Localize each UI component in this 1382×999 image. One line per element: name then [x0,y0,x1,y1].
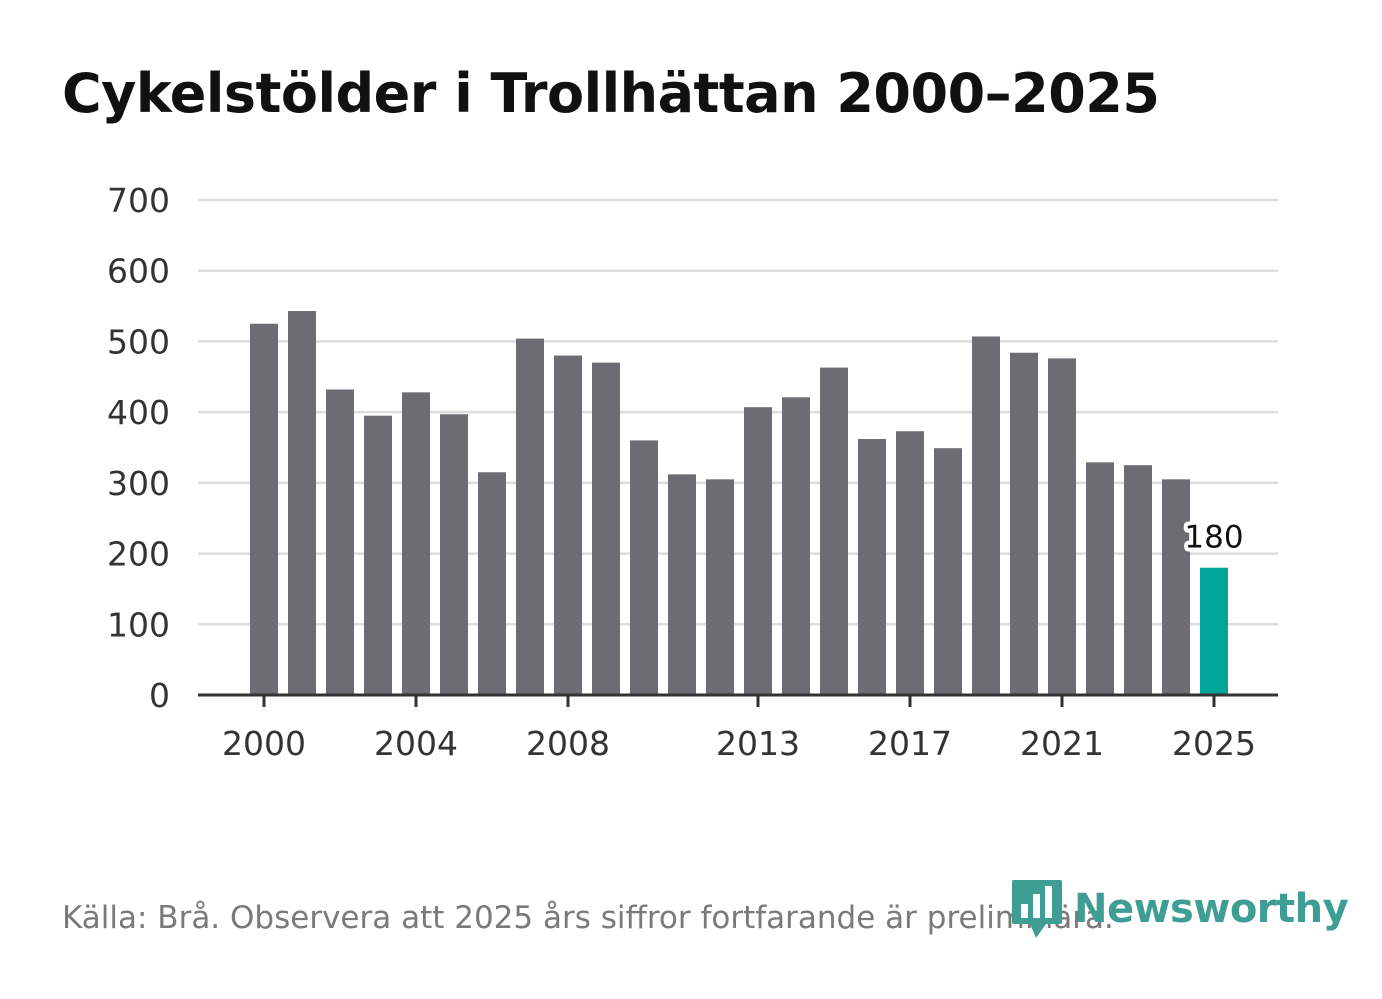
y-tick-label: 400 [107,393,170,432]
x-tick-label: 2008 [526,724,610,763]
y-tick-label: 200 [107,535,170,574]
chart-title: Cykelstölder i Trollhättan 2000–2025 [62,62,1160,125]
bar-2021 [1048,358,1076,695]
bar-2004 [402,392,430,695]
source-note: Källa: Brå. Observera att 2025 års siffr… [62,900,1114,936]
y-tick-label: 500 [107,322,170,361]
x-tick-label: 2017 [868,724,952,763]
y-tick-label: 0 [149,676,170,715]
x-tick-label: 2004 [374,724,458,763]
bar-2007 [516,338,544,695]
annotation-halo: 180 [1184,520,1243,556]
bar-2025 [1200,567,1228,695]
bar-2018 [934,448,962,695]
bar-2002 [326,389,354,695]
bar-chart: 0 100 200 300 400 500 600 700 2000 2004 2008 2013 20… [107,181,1278,763]
labels: 0 100 200 300 400 500 600 700 2000 2004 2008 2013 20… [107,181,1256,763]
bar-2019 [972,336,1000,695]
newsworthy-brand[interactable]: Newsworthy [1010,878,1349,940]
bar-2023 [1124,465,1152,695]
x-tick-label: 2021 [1020,724,1104,763]
bar-2000 [250,323,278,695]
x-tick-label: 2000 [222,724,306,763]
bar-2008 [554,355,582,695]
y-tick-label: 100 [107,605,170,644]
bar-2009 [592,362,620,695]
y-tick-label: 300 [107,464,170,503]
bar-2022 [1086,462,1114,695]
bar-2013 [744,407,772,695]
bar-2006 [478,472,506,695]
data-label-2025: 180 [1184,520,1243,556]
bar-2024 [1162,479,1190,695]
x-tick-label: 2013 [716,724,800,763]
gridlines [198,198,1278,626]
bar-2001 [288,311,316,695]
axes [198,693,1278,707]
y-tick-label: 600 [107,252,170,291]
bar-2020 [1010,352,1038,695]
bar-2003 [364,415,392,695]
bar-2015 [820,367,848,695]
bar-2012 [706,479,734,695]
bar-2005 [440,414,468,695]
bar-2010 [630,440,658,695]
bar-2016 [858,439,886,695]
bars [250,311,1228,695]
bar-2011 [668,474,696,695]
brand-name: Newsworthy [1074,886,1349,932]
bar-2014 [782,397,810,695]
bar-2017 [896,431,924,695]
y-tick-label: 700 [107,181,170,220]
newsworthy-logo-icon [1012,880,1062,938]
x-tick-label: 2025 [1172,724,1256,763]
